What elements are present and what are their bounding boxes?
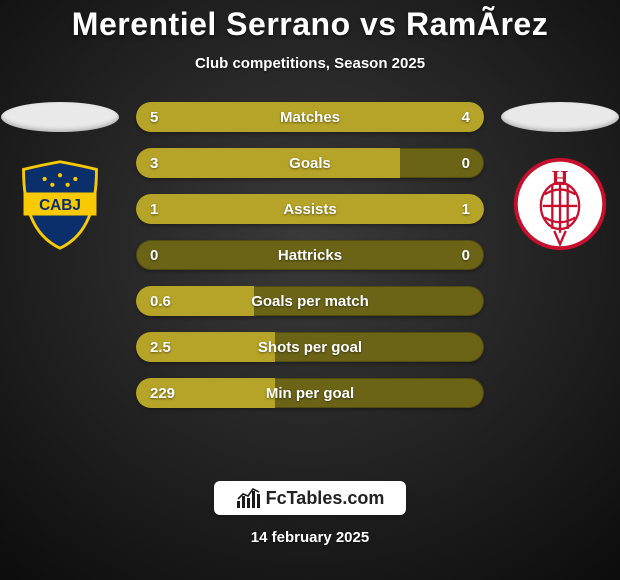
stat-value-right: 0 <box>462 148 470 178</box>
stat-row: 1Assists1 <box>136 194 484 224</box>
svg-text:CABJ: CABJ <box>39 197 81 214</box>
boca-juniors-crest-icon: CABJ <box>12 156 108 252</box>
player-left-slot: CABJ <box>0 102 120 252</box>
stat-label: Hattricks <box>136 240 484 270</box>
stat-value-right: 1 <box>462 194 470 224</box>
page-title: Merentiel Serrano vs RamÃ­rez <box>0 6 620 43</box>
photo-placeholder-left <box>1 102 119 132</box>
stat-value-right: 0 <box>462 240 470 270</box>
stat-bars: 5Matches43Goals01Assists10Hattricks00.6G… <box>136 102 484 424</box>
stat-label: Matches <box>136 102 484 132</box>
date-text: 14 february 2025 <box>251 529 369 546</box>
fctables-mark-icon <box>236 487 262 509</box>
footer: FcTables.com 14 february 2025 <box>0 481 620 546</box>
stat-row: 0.6Goals per match <box>136 286 484 316</box>
stat-label: Goals per match <box>136 286 484 316</box>
comparison-body: CABJ H <box>0 102 620 432</box>
stat-label: Goals <box>136 148 484 178</box>
stat-row: 5Matches4 <box>136 102 484 132</box>
photo-placeholder-right <box>501 102 619 132</box>
comparison-card: Merentiel Serrano vs RamÃ­rez Club compe… <box>0 0 620 580</box>
subtitle: Club competitions, Season 2025 <box>0 55 620 72</box>
huracan-crest-icon: H <box>512 156 608 252</box>
stat-label: Min per goal <box>136 378 484 408</box>
player-right-slot: H <box>500 102 620 252</box>
stat-label: Assists <box>136 194 484 224</box>
fctables-logo[interactable]: FcTables.com <box>214 481 407 515</box>
stat-row: 3Goals0 <box>136 148 484 178</box>
fctables-logo-text: FcTables.com <box>266 488 385 509</box>
stat-row: 0Hattricks0 <box>136 240 484 270</box>
stat-row: 2.5Shots per goal <box>136 332 484 362</box>
stat-row: 229Min per goal <box>136 378 484 408</box>
stat-value-right: 4 <box>462 102 470 132</box>
stat-label: Shots per goal <box>136 332 484 362</box>
